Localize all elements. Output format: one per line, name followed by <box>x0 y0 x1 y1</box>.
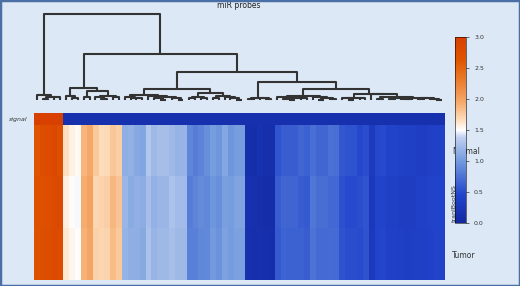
Text: hsa-miR-217: hsa-miR-217 <box>387 113 391 130</box>
Text: hsa-miR-194: hsa-miR-194 <box>299 113 303 130</box>
Title: miR probes: miR probes <box>217 1 261 10</box>
Text: hsa-miR-320a: hsa-miR-320a <box>422 113 426 132</box>
Text: hsa-miR-150: hsa-miR-150 <box>217 113 220 130</box>
Text: hsa-miR-126: hsa-miR-126 <box>128 113 133 130</box>
Text: hsa-let-7a: hsa-let-7a <box>82 113 86 126</box>
Text: hsa-miR-199a: hsa-miR-199a <box>310 113 315 132</box>
Text: hsa-miR-125b: hsa-miR-125b <box>235 113 238 132</box>
Text: hsa-miR-146a: hsa-miR-146a <box>117 113 121 132</box>
Text: hsa-miR-224: hsa-miR-224 <box>393 113 397 130</box>
Text: hsa-miR-208a: hsa-miR-208a <box>375 113 379 132</box>
Text: hsa-miR-212: hsa-miR-212 <box>352 113 356 130</box>
Text: hsa-miR-92a: hsa-miR-92a <box>123 113 127 130</box>
Text: hsa-miR-338: hsa-miR-338 <box>428 113 432 130</box>
Text: hsa-miR-302a: hsa-miR-302a <box>399 113 402 132</box>
Text: hsa-miR-210: hsa-miR-210 <box>99 113 103 130</box>
Text: hsa-miR-140: hsa-miR-140 <box>228 113 232 130</box>
Text: hsa-miR-152: hsa-miR-152 <box>205 113 209 130</box>
Text: hsa-miR-223: hsa-miR-223 <box>416 113 420 130</box>
Text: hsa-miR-142: hsa-miR-142 <box>223 113 227 130</box>
Text: hsa-miR-339: hsa-miR-339 <box>369 113 373 130</box>
Text: hsa-miR-26a: hsa-miR-26a <box>158 113 162 130</box>
Text: hsa-miR-193a: hsa-miR-193a <box>317 113 320 132</box>
Text: hsa-miR-219a: hsa-miR-219a <box>381 113 385 132</box>
Text: hsa-miR-132: hsa-miR-132 <box>35 113 38 130</box>
Text: hsa-miR-124: hsa-miR-124 <box>58 113 62 130</box>
Text: hsa-miR-221: hsa-miR-221 <box>281 113 285 130</box>
Text: hsa-miR-7a-5p: hsa-miR-7a-5p <box>53 113 56 132</box>
Text: hsa-miR-346: hsa-miR-346 <box>246 113 250 130</box>
Text: hsa-miR-342: hsa-miR-342 <box>440 113 444 130</box>
Text: hsa-miR-103: hsa-miR-103 <box>76 113 80 130</box>
Text: hsa-miR-181a: hsa-miR-181a <box>111 113 115 132</box>
Text: hsa-miR-214: hsa-miR-214 <box>358 113 361 130</box>
Text: hsa-miR-30a: hsa-miR-30a <box>146 113 150 130</box>
Text: hsa-miR-9-5p: hsa-miR-9-5p <box>41 113 45 131</box>
Text: hsa-miR-148a: hsa-miR-148a <box>181 113 186 132</box>
Text: hsa-miR-107: hsa-miR-107 <box>105 113 109 130</box>
Text: hsa-miR-223: hsa-miR-223 <box>94 113 97 130</box>
Text: hsa-miR-155: hsa-miR-155 <box>70 113 74 130</box>
Text: hsa-miR-205: hsa-miR-205 <box>334 113 338 130</box>
Text: hsa-miR-301a: hsa-miR-301a <box>434 113 438 132</box>
Text: hsa-miR-345: hsa-miR-345 <box>258 113 262 130</box>
Text: hsa-miR-222: hsa-miR-222 <box>405 113 408 130</box>
Text: hsa-miR-374a: hsa-miR-374a <box>269 113 274 132</box>
Text: hsa-miR-203a: hsa-miR-203a <box>322 113 326 132</box>
Text: hsa-miR-21: hsa-miR-21 <box>64 113 68 128</box>
Text: hsa-miR-128: hsa-miR-128 <box>135 113 138 130</box>
Text: hsa-miR-134: hsa-miR-134 <box>46 113 50 130</box>
Text: hsa-miR-99a: hsa-miR-99a <box>176 113 179 130</box>
Text: hsa-miR-130a: hsa-miR-130a <box>211 113 215 132</box>
Text: hsa-miR-210: hsa-miR-210 <box>293 113 297 130</box>
Text: hsa-miR-151a: hsa-miR-151a <box>199 113 203 132</box>
Text: hsa-miR-216a: hsa-miR-216a <box>363 113 367 132</box>
Text: hsa-miR-143: hsa-miR-143 <box>240 113 244 130</box>
Text: hsa-miR-361: hsa-miR-361 <box>264 113 268 130</box>
Text: hsa-miR-206: hsa-miR-206 <box>287 113 291 130</box>
Text: hsa-miR-98: hsa-miR-98 <box>152 113 156 128</box>
Text: hsa-miR-145: hsa-miR-145 <box>187 113 191 130</box>
Text: hsa-miR-335: hsa-miR-335 <box>410 113 414 130</box>
Text: hsa-miR-197: hsa-miR-197 <box>340 113 344 130</box>
Text: hsa-miR-200a: hsa-miR-200a <box>346 113 350 131</box>
Text: hsa-miR-29a: hsa-miR-29a <box>170 113 174 130</box>
Text: hsa-miR-191: hsa-miR-191 <box>140 113 145 130</box>
Text: hsa-miR-16: hsa-miR-16 <box>87 113 92 128</box>
Text: hsa-miR-192: hsa-miR-192 <box>328 113 332 130</box>
Text: hsa-miR-218: hsa-miR-218 <box>276 113 279 130</box>
Text: hsa-miR-215: hsa-miR-215 <box>305 113 309 130</box>
Text: hsa-miR-100: hsa-miR-100 <box>164 113 168 130</box>
Text: hsa-miR-195: hsa-miR-195 <box>193 113 197 130</box>
Text: hsa-miR-365a: hsa-miR-365a <box>252 113 256 132</box>
